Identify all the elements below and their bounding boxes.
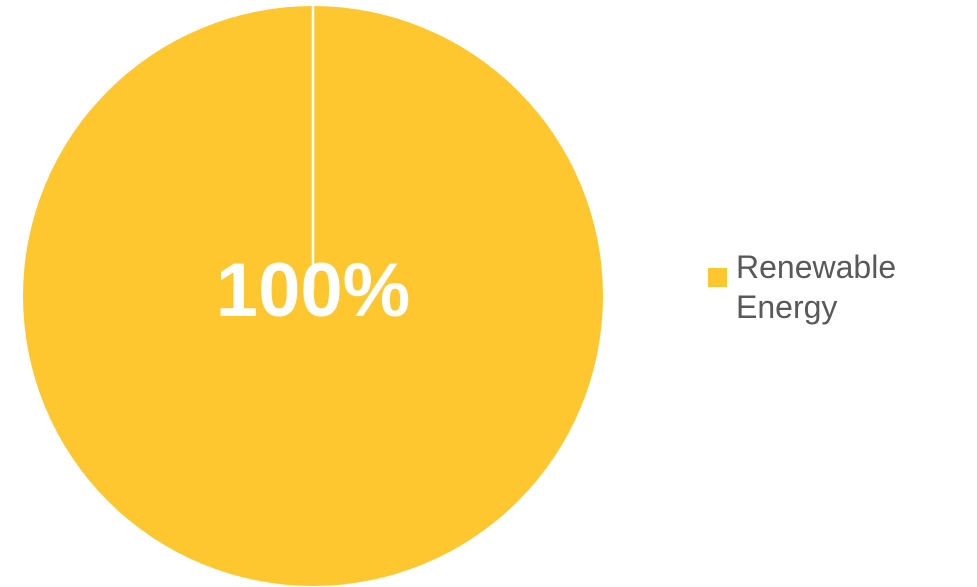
legend-label: Renewable Energy <box>736 249 897 325</box>
slice-data-label: 100% <box>216 248 410 333</box>
legend-swatch <box>708 268 727 287</box>
pie-slice <box>23 6 603 586</box>
legend: Renewable Energy <box>708 247 971 327</box>
pie-slices <box>23 6 603 586</box>
